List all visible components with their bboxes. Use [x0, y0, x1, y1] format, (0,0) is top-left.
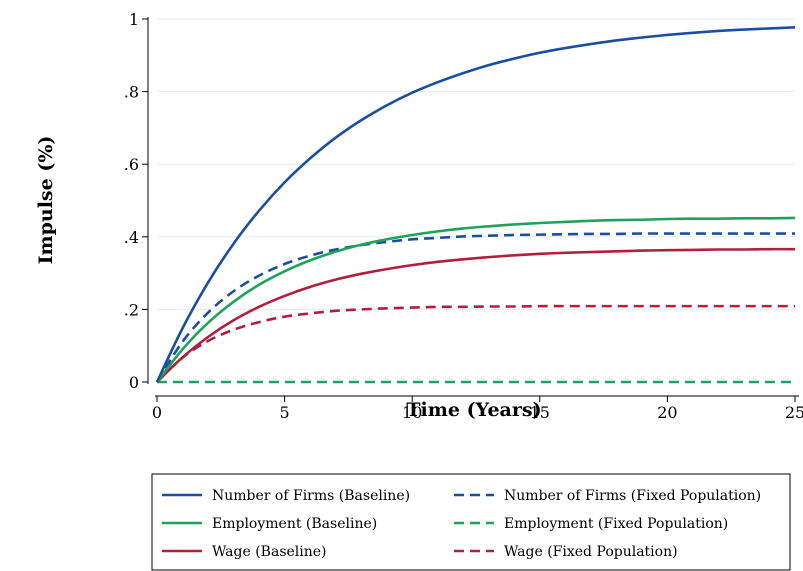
legend-label-1: Number of Firms (Fixed Population) — [504, 488, 761, 504]
gridlines — [157, 18, 795, 310]
x-tick-label-5: 25 — [785, 403, 803, 422]
y-tick-label-3: .6 — [124, 155, 139, 174]
x-tick-label-1: 5 — [280, 403, 290, 422]
legend-label-3: Employment (Fixed Population) — [504, 516, 728, 532]
legend-label-0: Number of Firms (Baseline) — [212, 488, 410, 504]
series-line-4 — [156, 247, 796, 383]
series-line-5 — [156, 304, 795, 383]
x-tick-label-4: 20 — [657, 403, 677, 422]
series-layer — [155, 26, 796, 384]
x-tick-label-2: 10 — [402, 403, 422, 422]
x-axis-title: Time (Years) — [406, 399, 541, 421]
y-tick-label-4: .8 — [124, 83, 139, 102]
legend-label-5: Wage (Fixed Population) — [504, 544, 678, 560]
axes — [147, 17, 799, 397]
y-tick-label-2: .4 — [124, 228, 139, 247]
y-tick-label-1: .2 — [124, 300, 139, 319]
y-tick-label-5: 1 — [129, 10, 139, 29]
x-tick-label-3: 15 — [530, 403, 550, 422]
legend-label-2: Employment (Baseline) — [212, 516, 377, 532]
series-line-2 — [155, 216, 796, 383]
y-axis-title: Impulse (%) — [35, 136, 57, 265]
series-line-0 — [155, 26, 796, 383]
y-tick-label-0: 0 — [129, 373, 139, 392]
legend: Number of Firms (Baseline) Number of Firm… — [151, 473, 791, 571]
series-line-1 — [155, 232, 795, 383]
x-tick-label-0: 0 — [152, 403, 162, 422]
tick-labels: 0.2.4.6.810 5 10 15 20 25 — [124, 10, 803, 422]
legend-label-4: Wage (Baseline) — [212, 544, 327, 560]
